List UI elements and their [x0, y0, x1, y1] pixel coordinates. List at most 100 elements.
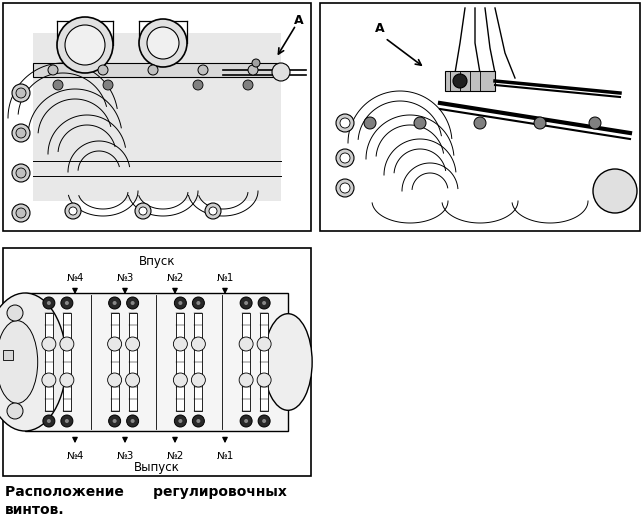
- Circle shape: [16, 88, 26, 98]
- Circle shape: [113, 301, 117, 305]
- Circle shape: [453, 74, 467, 88]
- Bar: [33, 33, 281, 201]
- Circle shape: [175, 415, 186, 427]
- Circle shape: [193, 80, 203, 90]
- Circle shape: [131, 301, 135, 305]
- Circle shape: [239, 373, 253, 387]
- Text: №3: №3: [117, 273, 134, 283]
- Circle shape: [113, 419, 117, 423]
- Circle shape: [109, 297, 120, 309]
- Circle shape: [593, 169, 637, 213]
- Circle shape: [244, 301, 248, 305]
- Circle shape: [57, 17, 113, 73]
- Circle shape: [69, 207, 77, 215]
- Circle shape: [196, 301, 200, 305]
- Circle shape: [48, 65, 58, 75]
- Circle shape: [272, 63, 290, 81]
- Text: винтов.: винтов.: [5, 503, 64, 517]
- Circle shape: [240, 415, 252, 427]
- Circle shape: [98, 65, 108, 75]
- Circle shape: [7, 305, 23, 321]
- Circle shape: [43, 415, 55, 427]
- Text: №2: №2: [166, 273, 184, 283]
- Text: Впуск: Впуск: [138, 256, 175, 268]
- Circle shape: [191, 373, 205, 387]
- Circle shape: [65, 301, 69, 305]
- Circle shape: [108, 373, 122, 387]
- Text: Выпуск: Выпуск: [134, 461, 180, 474]
- Circle shape: [474, 117, 486, 129]
- Circle shape: [193, 415, 204, 427]
- Circle shape: [47, 419, 51, 423]
- Circle shape: [340, 118, 350, 128]
- Circle shape: [65, 203, 81, 219]
- Circle shape: [364, 117, 376, 129]
- Circle shape: [340, 183, 350, 193]
- Circle shape: [127, 415, 138, 427]
- Circle shape: [61, 297, 73, 309]
- Circle shape: [16, 128, 26, 138]
- Circle shape: [589, 117, 601, 129]
- Circle shape: [131, 419, 135, 423]
- Circle shape: [16, 208, 26, 218]
- Circle shape: [252, 59, 260, 67]
- Bar: [3, 350, 13, 360]
- Circle shape: [257, 337, 271, 351]
- Circle shape: [148, 65, 158, 75]
- Circle shape: [61, 415, 73, 427]
- Bar: [45, 313, 53, 411]
- Circle shape: [135, 203, 151, 219]
- Circle shape: [534, 117, 546, 129]
- Circle shape: [209, 207, 217, 215]
- Ellipse shape: [0, 321, 38, 403]
- Circle shape: [7, 403, 23, 419]
- Bar: [260, 313, 268, 411]
- Circle shape: [43, 297, 55, 309]
- Circle shape: [42, 337, 56, 351]
- Circle shape: [175, 297, 186, 309]
- Circle shape: [173, 373, 187, 387]
- Text: Расположение      регулировочных: Расположение регулировочных: [5, 485, 287, 499]
- Circle shape: [205, 203, 221, 219]
- Circle shape: [248, 65, 258, 75]
- Text: №1: №1: [216, 451, 234, 461]
- Circle shape: [126, 373, 140, 387]
- Bar: [3, 3, 311, 231]
- Bar: [320, 3, 640, 231]
- Circle shape: [198, 65, 208, 75]
- Circle shape: [257, 373, 271, 387]
- Text: A: A: [294, 15, 304, 27]
- Bar: [194, 313, 202, 411]
- Circle shape: [336, 149, 354, 167]
- Bar: [129, 313, 137, 411]
- Circle shape: [258, 297, 270, 309]
- Circle shape: [191, 337, 205, 351]
- Circle shape: [243, 80, 253, 90]
- Circle shape: [12, 204, 30, 222]
- Circle shape: [139, 207, 147, 215]
- Circle shape: [53, 80, 63, 90]
- Circle shape: [127, 297, 138, 309]
- Circle shape: [336, 179, 354, 197]
- Bar: [242, 313, 250, 411]
- Circle shape: [60, 373, 74, 387]
- Ellipse shape: [264, 313, 312, 410]
- Circle shape: [16, 168, 26, 178]
- Circle shape: [60, 337, 74, 351]
- Circle shape: [414, 117, 426, 129]
- Text: №2: №2: [166, 451, 184, 461]
- Circle shape: [240, 297, 252, 309]
- Text: A: A: [375, 22, 385, 35]
- Circle shape: [12, 124, 30, 142]
- Circle shape: [147, 27, 179, 59]
- Bar: [445, 71, 495, 91]
- Circle shape: [108, 337, 122, 351]
- Circle shape: [196, 419, 200, 423]
- Circle shape: [239, 337, 253, 351]
- Circle shape: [103, 80, 113, 90]
- Circle shape: [12, 84, 30, 102]
- Circle shape: [12, 164, 30, 182]
- Circle shape: [258, 415, 270, 427]
- Circle shape: [178, 419, 182, 423]
- Circle shape: [244, 419, 248, 423]
